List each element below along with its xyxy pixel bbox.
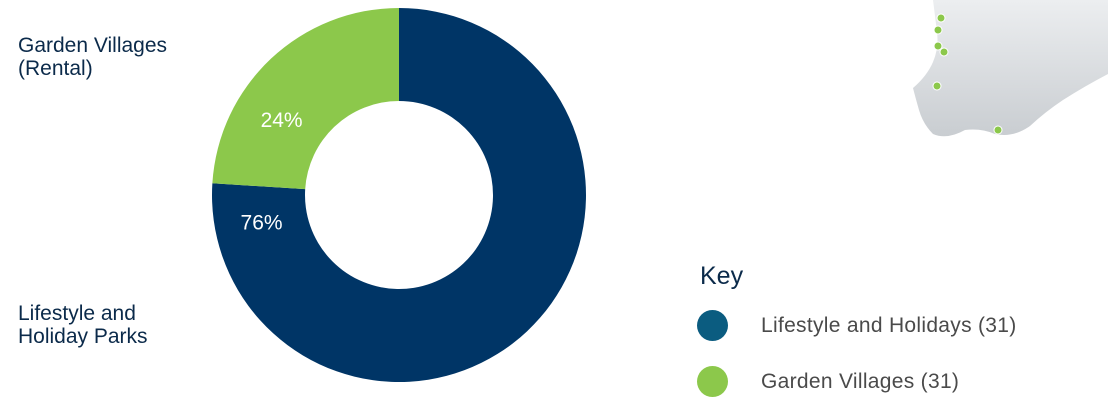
map-marker-5	[993, 125, 1003, 135]
key-item-lifestyle: Lifestyle and Holidays (31)	[697, 310, 1017, 341]
map-marker-3	[939, 47, 949, 57]
donut-chart: 76% 24%	[212, 8, 587, 382]
garden-villages-legend-dot	[697, 366, 728, 397]
key-title: Key	[700, 262, 744, 290]
lifestyle-slice-label: Lifestyle and Holiday Parks	[18, 302, 148, 348]
donut-slice-0	[212, 8, 587, 382]
key-item-label: Garden Villages (31)	[761, 369, 960, 393]
key-item-garden-villages: Garden Villages (31)	[697, 366, 959, 397]
slice-value-label-1: 24%	[261, 109, 303, 132]
key-item-label: Lifestyle and Holidays (31)	[761, 313, 1017, 337]
lifestyle-legend-dot	[697, 310, 728, 341]
map-marker-0	[936, 13, 946, 23]
map-marker-4	[932, 81, 942, 91]
slice-value-label-0: 76%	[241, 212, 283, 235]
map-land	[913, 0, 1108, 137]
australia-map	[913, 0, 1108, 137]
map-marker-2	[933, 41, 943, 51]
map-marker-1	[933, 25, 943, 35]
garden-villages-slice-label: Garden Villages (Rental)	[18, 34, 168, 80]
donut-slice-1	[212, 8, 399, 190]
